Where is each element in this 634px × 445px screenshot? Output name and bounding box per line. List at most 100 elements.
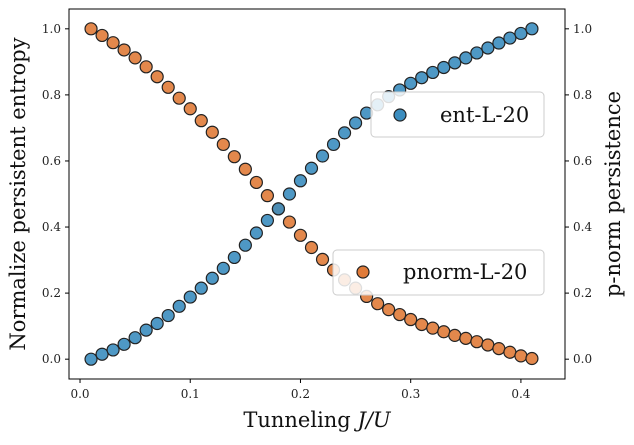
series-layer: [84, 22, 539, 366]
point-pnorm-L-20: [128, 51, 142, 65]
point-ent-L-20: [326, 137, 341, 152]
point-pnorm-L-20: [260, 189, 274, 203]
point-pnorm-L-20: [525, 351, 539, 366]
left-y-tick-label: 0.4: [42, 220, 61, 234]
point-pnorm-L-20: [95, 28, 109, 43]
legend-ent-label: ent-L-20: [440, 103, 529, 127]
right-y-axis-ticks: 0.0 0.2 0.4 0.6 0.8 1.0: [565, 22, 592, 366]
point-ent-L-20: [459, 51, 473, 65]
point-ent-L-20: [315, 149, 330, 163]
point-ent-L-20: [183, 290, 197, 304]
point-pnorm-L-20: [139, 60, 153, 74]
right-y-axis-label: p-norm persistence: [601, 91, 625, 297]
point-pnorm-L-20: [404, 312, 418, 327]
point-ent-L-20: [503, 31, 517, 45]
point-pnorm-L-20: [437, 325, 451, 339]
point-ent-L-20: [514, 26, 528, 41]
point-pnorm-L-20: [371, 297, 385, 311]
point-ent-L-20: [470, 46, 484, 60]
point-ent-L-20: [304, 161, 319, 175]
x-tick-label: 0.0: [70, 387, 89, 401]
point-ent-L-20: [271, 202, 286, 216]
point-ent-L-20: [117, 337, 131, 351]
x-axis-ticks: 0.0 0.1 0.2 0.3 0.4: [70, 379, 531, 401]
point-pnorm-L-20: [249, 175, 263, 190]
point-pnorm-L-20: [304, 240, 319, 255]
right-y-tick-label: 0.4: [573, 220, 592, 234]
right-y-tick-label: 0.8: [573, 88, 592, 102]
point-ent-L-20: [481, 41, 495, 55]
right-y-tick-label: 0.0: [573, 352, 592, 366]
plot-frame: [68, 8, 566, 380]
point-ent-L-20: [238, 238, 252, 252]
point-pnorm-L-20: [492, 342, 506, 356]
legend-ent-marker: [393, 108, 407, 122]
point-ent-L-20: [128, 331, 142, 345]
right-y-tick-label: 1.0: [573, 22, 592, 36]
point-pnorm-L-20: [117, 43, 131, 57]
point-pnorm-L-20: [84, 22, 98, 36]
point-pnorm-L-20: [448, 328, 462, 342]
x-tick-label: 0.3: [401, 387, 420, 401]
point-pnorm-L-20: [459, 331, 473, 345]
left-y-tick-label: 0.2: [42, 286, 61, 300]
point-pnorm-L-20: [106, 36, 120, 50]
point-ent-L-20: [293, 174, 308, 188]
legend-ent-box: [370, 91, 545, 138]
point-pnorm-L-20: [194, 114, 208, 128]
point-ent-L-20: [282, 187, 297, 201]
point-ent-L-20: [437, 60, 451, 75]
legend-pnorm-marker: [356, 265, 370, 279]
point-ent-L-20: [260, 213, 274, 228]
point-ent-L-20: [139, 323, 153, 337]
legend-pnorm: pnorm-L-20: [332, 249, 545, 296]
point-ent-L-20: [172, 299, 186, 313]
left-y-tick-label: 0.8: [42, 88, 61, 102]
point-ent-L-20: [150, 316, 164, 331]
x-tick-label: 0.1: [181, 387, 200, 401]
point-pnorm-L-20: [238, 162, 252, 176]
point-pnorm-L-20: [393, 307, 407, 322]
right-y-tick-label: 0.6: [573, 154, 592, 168]
point-pnorm-L-20: [514, 349, 528, 363]
left-y-axis-ticks: 0.0 0.2 0.4 0.6 0.8 1.0: [42, 22, 69, 366]
point-ent-L-20: [194, 281, 208, 295]
point-pnorm-L-20: [315, 252, 330, 267]
right-y-tick-label: 0.2: [573, 286, 592, 300]
point-ent-L-20: [426, 65, 440, 80]
point-ent-L-20: [161, 308, 175, 323]
point-pnorm-L-20: [382, 303, 396, 317]
point-pnorm-L-20: [481, 338, 495, 352]
x-tick-label: 0.2: [291, 387, 310, 401]
point-ent-L-20: [249, 226, 263, 240]
point-ent-L-20: [106, 343, 120, 357]
point-pnorm-L-20: [227, 150, 241, 164]
point-ent-L-20: [84, 352, 98, 366]
x-axis-label: Tunneling J/U: [243, 408, 392, 432]
point-ent-L-20: [205, 271, 219, 285]
point-ent-L-20: [337, 126, 352, 140]
point-pnorm-L-20: [415, 317, 429, 332]
point-ent-L-20: [525, 22, 539, 36]
point-pnorm-L-20: [426, 321, 440, 335]
point-ent-L-20: [448, 56, 462, 70]
x-tick-label: 0.4: [511, 387, 530, 401]
left-y-axis-label: Normalize persistent entropy: [6, 37, 30, 350]
point-ent-L-20: [95, 347, 109, 361]
left-y-tick-label: 0.0: [42, 352, 61, 366]
point-ent-L-20: [348, 116, 363, 130]
point-pnorm-L-20: [282, 215, 297, 229]
point-pnorm-L-20: [216, 137, 230, 152]
point-pnorm-L-20: [205, 125, 219, 139]
point-pnorm-L-20: [172, 91, 186, 105]
legend-ent: ent-L-20: [370, 91, 545, 138]
left-y-tick-label: 0.6: [42, 154, 61, 168]
legend-pnorm-box: [332, 249, 545, 296]
point-pnorm-L-20: [470, 335, 484, 349]
point-ent-L-20: [227, 250, 241, 265]
left-y-tick-label: 1.0: [42, 22, 61, 36]
point-pnorm-L-20: [503, 345, 517, 359]
point-ent-L-20: [216, 261, 230, 275]
point-pnorm-L-20: [293, 228, 308, 242]
